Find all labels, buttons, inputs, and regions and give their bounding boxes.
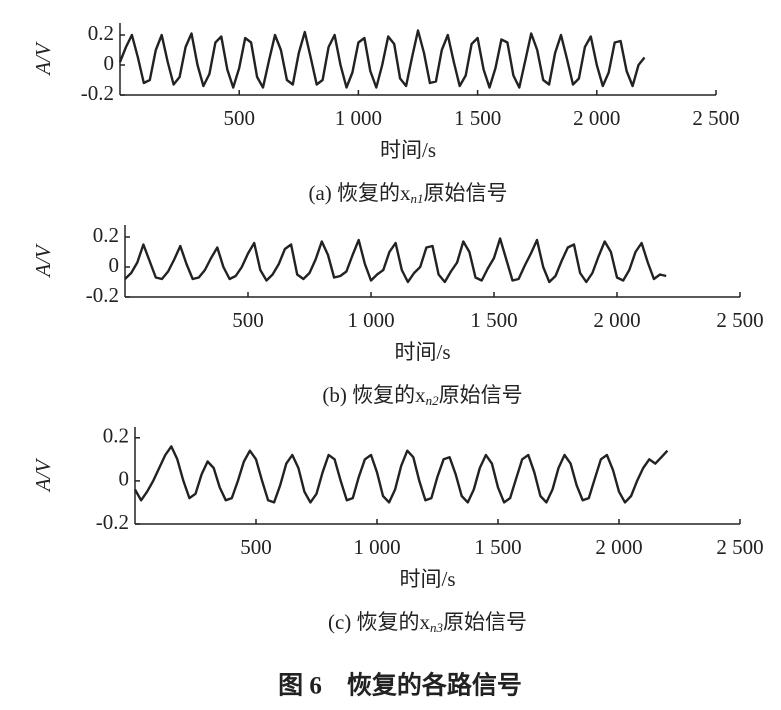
caption: (b) 恢复的xn2原始信号 [322,383,522,408]
x-tick-label: 1 500 [454,106,501,130]
x-tick-label: 500 [232,308,264,332]
caption-prefix: (b) 恢复的 [322,383,415,407]
caption-prefix: (a) 恢复的 [308,181,400,205]
y-tick-label: 0.2 [103,424,129,448]
x-tick-label: 2 000 [573,106,620,130]
signal-line [124,237,667,284]
caption-sub: n1 [411,191,424,206]
caption-suffix: 原始信号 [424,181,508,205]
x-tick-label: 500 [223,106,255,130]
x-tick-label: 2 500 [716,308,763,332]
caption-sub: n3 [430,620,444,635]
x-tick-label: 2 000 [595,535,642,559]
y-tick-label: -0.2 [96,510,129,534]
signal-line [118,29,646,89]
x-tick-label: 1 500 [474,535,521,559]
y-tick-label: 0.2 [93,223,119,247]
y-axis-label: A/V [31,458,55,494]
y-tick-label: -0.2 [81,81,114,105]
y-tick-label: 0.2 [88,21,114,45]
y-tick-label: 0 [119,467,130,491]
caption-var: x [400,181,411,205]
x-tick-label: 500 [240,535,272,559]
caption-prefix: (c) 恢复的 [328,610,420,634]
caption: (c) 恢复的xn3原始信号 [328,610,527,635]
caption-var: x [420,610,431,634]
caption: (a) 恢复的xn1原始信号 [308,181,507,206]
x-tick-label: 2 000 [593,308,640,332]
y-tick-label: 0 [104,51,115,75]
x-tick-label: 1 500 [470,308,517,332]
y-axis-label: A/V [31,41,55,77]
x-tick-label: 2 500 [716,535,763,559]
y-axis-label: A/V [31,243,55,279]
caption-var: x [415,383,426,407]
figure-title: 图 6 恢复的各路信号 [278,671,522,700]
signal-line [133,445,669,504]
x-axis-label: 时间/s [399,567,455,591]
x-tick-label: 1 000 [347,308,394,332]
y-tick-label: -0.2 [86,283,119,307]
x-axis-label: 时间/s [394,340,450,364]
x-tick-label: 1 000 [335,106,382,130]
x-axis-label: 时间/s [380,138,436,162]
x-tick-label: 2 500 [692,106,739,130]
caption-suffix: 原始信号 [439,383,523,407]
caption-suffix: 原始信号 [443,610,527,634]
y-tick-label: 0 [109,253,120,277]
caption-sub: n2 [426,393,440,408]
x-tick-label: 1 000 [353,535,400,559]
